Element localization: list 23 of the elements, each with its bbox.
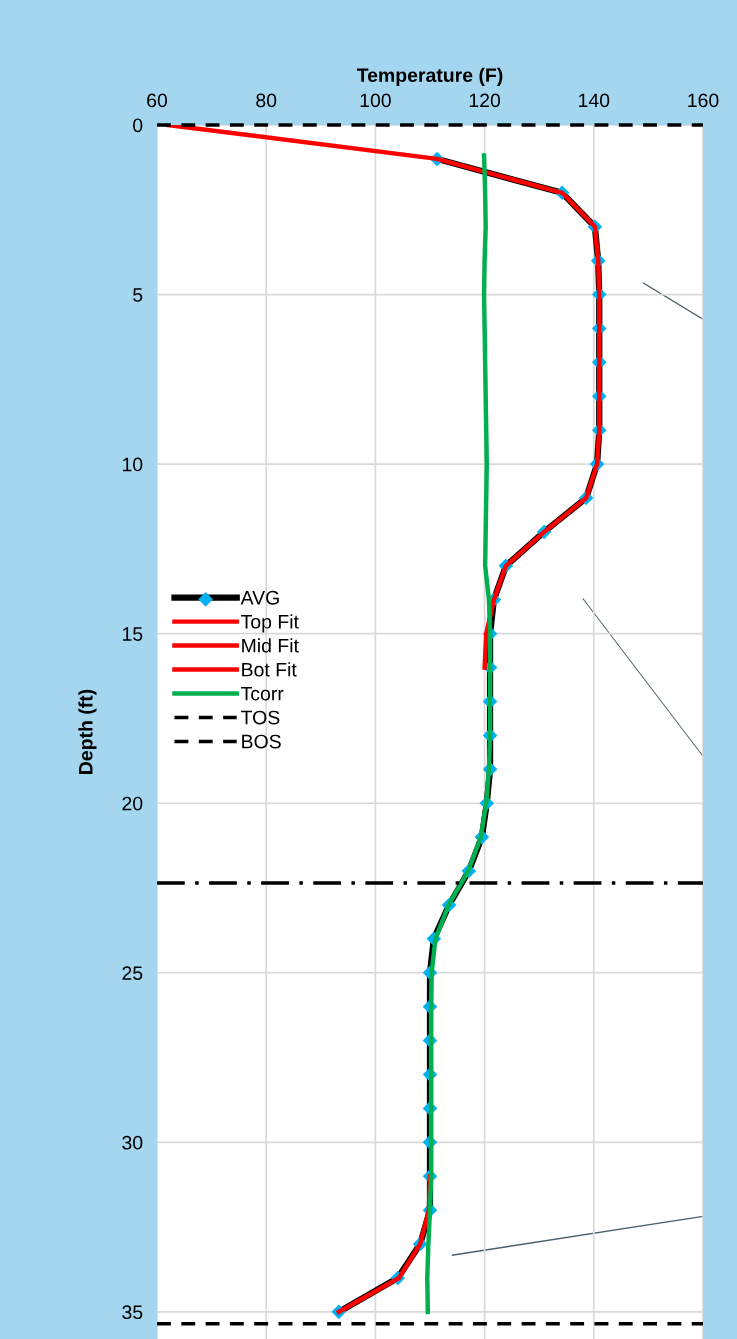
legend-label: AVG xyxy=(240,590,279,605)
x-axis-title: Temperature (F) xyxy=(356,67,503,86)
y-axis-title: Depth (ft) xyxy=(78,689,97,774)
x-tick-label: 60 xyxy=(147,93,168,108)
y-tick-label: 20 xyxy=(122,796,143,811)
y-tick-label: 15 xyxy=(122,627,143,641)
y-tick-label: 5 xyxy=(133,288,143,302)
y-tick-label: 0 xyxy=(133,118,143,133)
legend-label: TOS xyxy=(241,710,280,725)
x-tick-label: 160 xyxy=(688,93,719,108)
x-tick-label: 120 xyxy=(469,93,501,108)
x-tick-label: 80 xyxy=(256,93,277,108)
legend-label: Mid Fit xyxy=(242,638,299,653)
y-tick-label: 30 xyxy=(122,1135,143,1150)
legend-label: Tcorr xyxy=(241,686,284,701)
legend-label: Top Fit xyxy=(241,614,299,633)
legend-label: Bot Fit xyxy=(242,662,297,677)
y-tick-label: 10 xyxy=(122,457,143,472)
legend-label: BOS xyxy=(242,734,281,749)
y-tick-label: 25 xyxy=(122,966,143,980)
y-tick-label: 35 xyxy=(122,1305,143,1320)
x-tick-label: 140 xyxy=(579,93,610,108)
x-tick-label: 100 xyxy=(360,93,391,108)
